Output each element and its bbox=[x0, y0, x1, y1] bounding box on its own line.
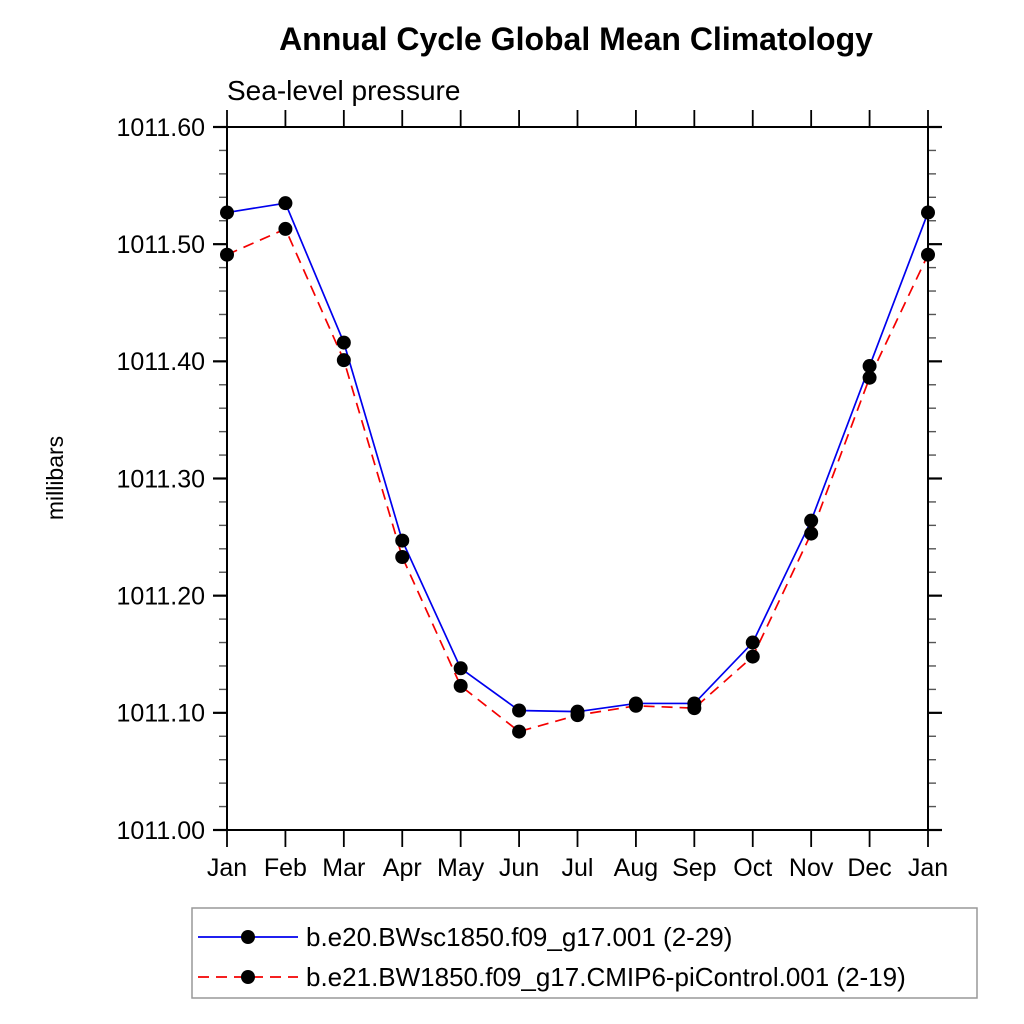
x-tick-label: Jan bbox=[207, 854, 247, 882]
data-point-marker bbox=[453, 661, 468, 676]
legend-marker-icon bbox=[241, 930, 255, 944]
legend: b.e20.BWsc1850.f09_g17.001 (2-29) b.e21.B… bbox=[191, 907, 978, 999]
x-tick-label: Oct bbox=[733, 854, 772, 882]
x-tick-label: Jan bbox=[908, 854, 948, 882]
series-line-solid bbox=[226, 202, 929, 713]
x-tick-label: Jun bbox=[499, 854, 539, 882]
data-point-marker bbox=[745, 649, 760, 664]
data-point-marker bbox=[220, 247, 234, 262]
x-tick-label: Nov bbox=[789, 854, 834, 882]
data-point-marker bbox=[804, 513, 819, 528]
x-tick-label: Mar bbox=[322, 854, 365, 882]
y-tick-label: 1011.10 bbox=[116, 700, 205, 728]
legend-marker-icon bbox=[241, 970, 255, 984]
data-point-marker bbox=[395, 550, 410, 565]
chart-subtitle: Sea-level pressure bbox=[227, 75, 460, 106]
x-tick-label: Feb bbox=[264, 854, 307, 882]
x-tick-label: Jul bbox=[562, 854, 594, 882]
axis-frame bbox=[226, 126, 929, 831]
data-point-marker bbox=[570, 708, 585, 723]
data-point-marker bbox=[512, 724, 527, 739]
legend-entry-label: b.e21.BW1850.f09_g17.CMIP6-piControl.001… bbox=[306, 962, 906, 992]
data-point-marker bbox=[921, 247, 935, 262]
x-tick-label: May bbox=[437, 854, 485, 882]
y-axis-label: millibars bbox=[42, 436, 68, 520]
legend-entry-label: b.e20.BWsc1850.f09_g17.001 (2-29) bbox=[306, 922, 732, 952]
data-point-marker bbox=[336, 353, 351, 368]
series-line-dashed bbox=[226, 227, 929, 733]
data-point-marker bbox=[862, 359, 877, 374]
data-point-marker bbox=[804, 526, 819, 541]
y-tick-label: 1011.00 bbox=[116, 817, 205, 845]
data-point-marker bbox=[687, 701, 702, 716]
data-point-marker bbox=[220, 205, 234, 220]
x-tick-label: Apr bbox=[383, 854, 422, 882]
data-point-marker bbox=[862, 370, 877, 385]
x-tick-label: Dec bbox=[847, 854, 891, 882]
data-point-marker bbox=[512, 703, 527, 718]
data-point-marker bbox=[628, 698, 643, 713]
plot-area: 1011.00 1011.10 1011.20 1011.30 1011.40 1011.… bbox=[116, 110, 948, 882]
chart-title: Annual Cycle Global Mean Climatology bbox=[279, 21, 873, 57]
x-tick-label: Sep bbox=[672, 854, 716, 882]
x-tick-label: Aug bbox=[614, 854, 658, 882]
legend-box bbox=[191, 907, 978, 999]
y-tick-label: 1011.60 bbox=[116, 114, 205, 142]
data-point-marker bbox=[395, 533, 410, 548]
data-point-marker bbox=[453, 678, 468, 693]
y-tick-label: 1011.20 bbox=[116, 582, 205, 610]
y-tick-label: 1011.50 bbox=[116, 231, 205, 259]
data-point-marker bbox=[745, 635, 760, 650]
y-tick-label: 1011.40 bbox=[116, 348, 205, 376]
data-point-marker bbox=[278, 196, 293, 211]
data-point-marker bbox=[921, 205, 935, 220]
data-point-marker bbox=[278, 221, 293, 236]
data-point-marker bbox=[336, 335, 351, 350]
y-tick-label: 1011.30 bbox=[116, 465, 205, 493]
